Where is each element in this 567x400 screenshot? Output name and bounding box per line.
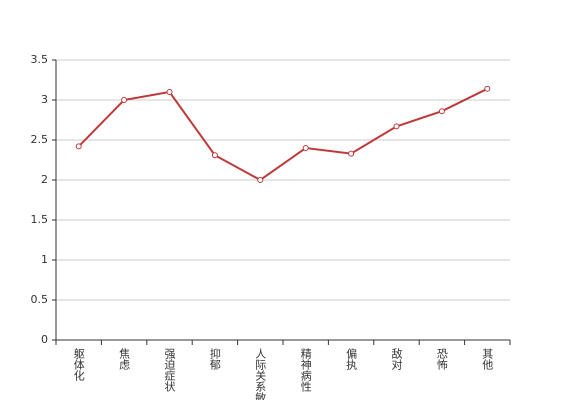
- point: [348, 150, 355, 157]
- x-tick-label: 精神病性: [299, 348, 312, 393]
- y-tick-label: 3.5: [31, 53, 49, 66]
- y-tick-label: 1.5: [31, 213, 49, 226]
- line: [77, 87, 488, 182]
- point: [121, 97, 128, 103]
- point: [75, 143, 82, 150]
- x-tick-label: 抑郁: [208, 347, 221, 370]
- point: [166, 89, 173, 95]
- y-tick-label: 1: [41, 253, 48, 266]
- x-tick-label: 躯体化: [72, 348, 85, 382]
- x-tick-label: 强迫症状: [163, 348, 176, 392]
- point: [393, 123, 400, 130]
- x-tick-label: 恐怖: [435, 348, 448, 370]
- y-tick-label: 3: [41, 93, 48, 106]
- x-tick-label: 其他: [481, 348, 494, 370]
- point: [211, 152, 218, 159]
- x-tick-label: 人际关系敏感: [254, 348, 267, 400]
- point: [257, 177, 264, 183]
- point: [302, 145, 309, 151]
- x-tick-label: 焦虑: [118, 348, 131, 370]
- y-tick-label: 2: [41, 173, 48, 186]
- x-tick-label: 敌对: [390, 347, 403, 370]
- y-tick-label: 0.5: [31, 293, 49, 306]
- x-tick-label: 偏执: [345, 347, 358, 371]
- point: [484, 85, 491, 92]
- point: [438, 108, 445, 115]
- y-tick-label: 2.5: [31, 133, 49, 146]
- y-tick-label: 0: [41, 333, 48, 346]
